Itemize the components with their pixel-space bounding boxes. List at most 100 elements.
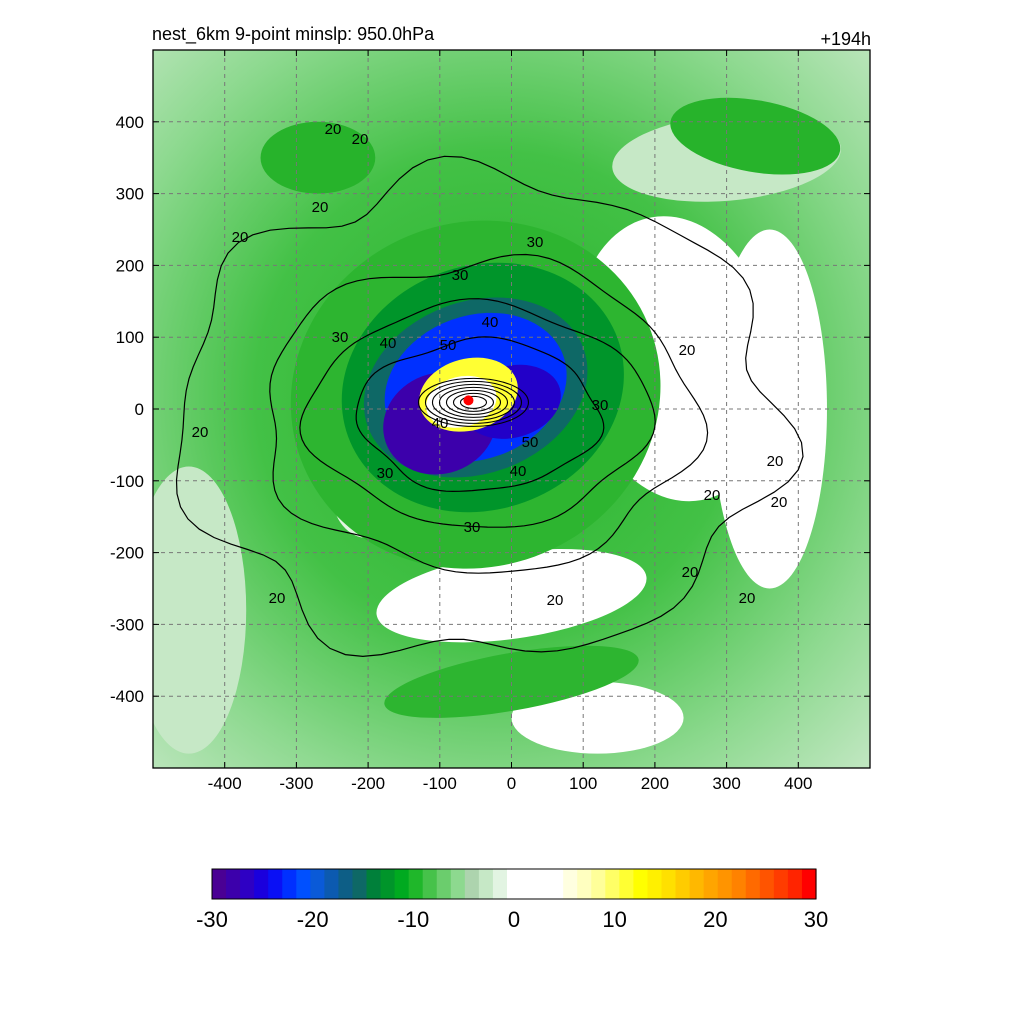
contour-line-inner <box>417 377 530 427</box>
chart-title: nest_6km 9-point minslp: 950.0hPa <box>152 24 435 45</box>
contour-label: 20 <box>547 592 564 609</box>
colorbar: -30 -20 -10 0 10 20 30 <box>196 868 828 932</box>
colorbar-cell <box>212 869 227 899</box>
colorbar-cell <box>254 869 269 899</box>
shading-region <box>670 97 841 175</box>
x-axis: -400 -300 -200 -100 0 100 200 300 400 <box>208 50 812 793</box>
colorbar-cell <box>521 869 536 899</box>
colorbar-cell <box>689 869 705 899</box>
contour-label: 20 <box>679 342 696 359</box>
colorbar-cell <box>647 869 663 899</box>
colorbar-frame <box>211 868 817 900</box>
y-tick-label: -300 <box>110 615 144 634</box>
contour-label: 30 <box>592 397 609 414</box>
contour-label: 20 <box>269 590 286 607</box>
shading-region <box>260 121 376 194</box>
x-tick-label: -100 <box>423 774 457 793</box>
x-tick-label: 200 <box>641 774 669 793</box>
x-tick-label: 0 <box>507 774 516 793</box>
colorbar-cell <box>717 869 733 899</box>
contour-label: 30 <box>377 465 394 482</box>
colorbar-cell <box>464 869 480 899</box>
colorbar-cell <box>591 869 606 899</box>
x-tick-label: 400 <box>784 774 812 793</box>
y-tick-label: 0 <box>135 400 144 419</box>
x-tick-label: 100 <box>569 774 597 793</box>
colorbar-cell <box>450 869 466 899</box>
colorbar-tick-label: -10 <box>397 907 429 932</box>
y-axis: -400 -300 -200 -100 0 100 200 300 400 <box>110 113 870 706</box>
contour-label: 20 <box>739 590 756 607</box>
colorbar-tick-label: 0 <box>508 907 520 932</box>
contour-line-inner <box>438 386 509 418</box>
colorbar-cell <box>492 869 508 899</box>
contour-line-inner <box>431 383 516 421</box>
colorbar-cell <box>226 869 241 899</box>
colorbar-cell <box>703 869 719 899</box>
colorbar-cell <box>675 869 691 899</box>
storm-center-marker <box>463 395 474 406</box>
contour-label: 30 <box>527 234 544 251</box>
contour-label: 30 <box>464 519 481 536</box>
contour-label: 20 <box>325 121 342 138</box>
contour-lines: 20 20 20 20 20 20 20 20 20 20 20 20 20 30 30 30 30 30 30 40… <box>175 121 804 658</box>
shading-region <box>153 466 247 754</box>
colorbar-cell <box>577 869 592 899</box>
x-tick-label: 300 <box>712 774 740 793</box>
contour-label: 20 <box>704 487 721 504</box>
contour-label: 20 <box>352 131 369 148</box>
colorbar-cell <box>633 869 649 899</box>
contour-label: 20 <box>312 199 329 216</box>
contour-line <box>299 298 656 528</box>
colorbar-cell <box>535 869 550 899</box>
colorbar-tick-label: 20 <box>703 907 727 932</box>
contour-label: 40 <box>380 335 397 352</box>
colorbar-cell <box>787 869 803 899</box>
colorbar-cell <box>563 869 578 899</box>
colorbar-tick-label: 30 <box>804 907 828 932</box>
y-tick-label: 200 <box>116 256 144 275</box>
colorbar-cell <box>801 869 817 899</box>
contour-label: 50 <box>522 434 539 451</box>
colorbar-cell <box>324 869 340 899</box>
colorbar-tick-label: -20 <box>297 907 329 932</box>
contour-line <box>269 253 709 574</box>
contour-label: 50 <box>440 337 457 354</box>
y-tick-label: 100 <box>116 328 144 347</box>
colorbar-cell <box>619 869 634 899</box>
y-tick-label: 400 <box>116 113 144 132</box>
shading-region <box>384 645 639 718</box>
contour-line-inner <box>445 389 502 415</box>
contour-label: 30 <box>332 329 349 346</box>
contour-label: 20 <box>767 453 784 470</box>
contour-line-inner <box>424 380 523 424</box>
contour-line-inner <box>452 392 495 412</box>
contour-label: 40 <box>432 415 449 432</box>
colorbar-cell <box>296 869 311 899</box>
colorbar-tick-label: -30 <box>196 907 228 932</box>
colorbar-tick-label: 10 <box>602 907 626 932</box>
contour-label: 30 <box>452 267 469 284</box>
x-tick-label: -200 <box>351 774 385 793</box>
colorbar-cell <box>745 869 761 899</box>
colorbar-cell <box>380 869 396 899</box>
colorbar-cell <box>549 869 564 899</box>
contour-label: 20 <box>232 229 249 246</box>
colorbar-cell <box>759 869 775 899</box>
colorbar-cell <box>773 869 789 899</box>
colorbar-cell <box>310 869 325 899</box>
colorbar-cell <box>352 869 368 899</box>
colorbar-cell <box>661 869 677 899</box>
contour-line <box>175 155 804 658</box>
colorbar-cell <box>605 869 620 899</box>
colorbar-cell <box>731 869 747 899</box>
y-tick-label: -100 <box>110 472 144 491</box>
colorbar-ticks: -30 -20 -10 0 10 20 30 <box>196 907 828 932</box>
x-tick-label: -300 <box>279 774 313 793</box>
x-tick-label: -400 <box>208 774 242 793</box>
contour-label: 20 <box>682 564 699 581</box>
colorbar-cell <box>338 869 354 899</box>
colorbar-cell <box>408 869 424 899</box>
colorbar-cells <box>212 869 817 899</box>
